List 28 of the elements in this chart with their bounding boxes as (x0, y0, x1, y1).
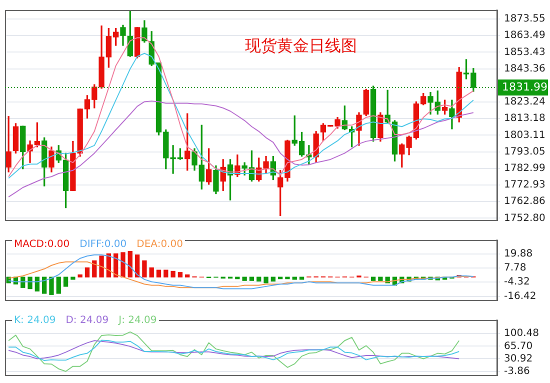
series-label: DIFF:0.00 (80, 239, 127, 251)
y-tick-label: -4.32 (504, 276, 530, 288)
text: K: 24.09 (14, 315, 56, 327)
series-label: D: 24.09 (66, 315, 109, 327)
y-tick-label: 1873.55 (504, 14, 546, 25)
y-tick-label: 1752.80 (504, 212, 546, 224)
y-tick-label: 1803.11 (504, 130, 546, 141)
y-tick-label: 1843.36 (504, 63, 546, 74)
y-tick-label: -3.86 (504, 366, 530, 377)
y-tick-label: 1793.05 (504, 146, 546, 158)
text: 现货黄金日线图 (245, 36, 357, 57)
y-tick-label: 1772.93 (504, 180, 546, 191)
y-tick-label: -16.42 (504, 290, 536, 302)
y-tick-label: 1823.24 (504, 96, 546, 108)
y-tick-label: 1813.18 (504, 113, 546, 124)
y-tick-label: 65.70 (504, 340, 533, 352)
ref-line-label: 1831.99 (502, 80, 548, 94)
y-tick-label: 100.48 (504, 328, 539, 340)
y-tick-label: 1762.86 (504, 196, 546, 208)
y-tick-label: 19.88 (504, 248, 533, 260)
y-tick-label: 7.78 (504, 262, 526, 274)
series-label: J: 24.09 (118, 315, 157, 327)
y-tick-label: 1863.49 (504, 30, 546, 42)
text: DEA:0.00 (136, 239, 183, 251)
text: MACD:0.00 (14, 239, 70, 251)
y-tick-label: 1853.43 (504, 46, 546, 58)
y-tick-label: 1782.99 (504, 162, 546, 174)
y-tick-label: 30.92 (504, 353, 533, 364)
